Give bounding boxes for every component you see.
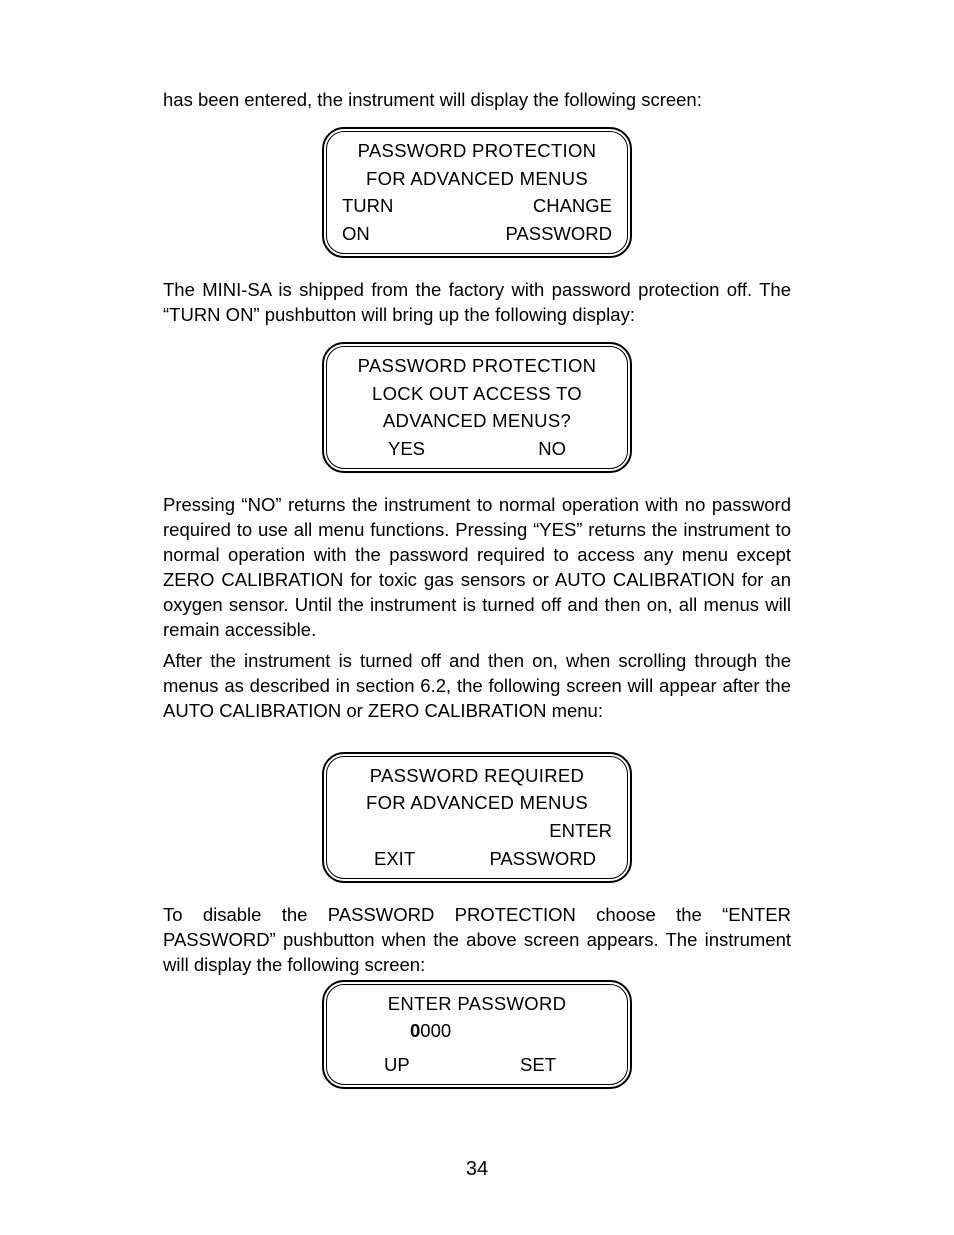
screen-line: ADVANCED MENUS? (338, 407, 616, 435)
screen-left: EXIT (374, 845, 415, 873)
screen-line: LOCK OUT ACCESS TO (338, 380, 616, 408)
paragraph: The MINI-SA is shipped from the factory … (163, 278, 791, 328)
screen-left: ON (342, 220, 370, 248)
page: has been entered, the instrument will di… (0, 0, 954, 1235)
intro-paragraph: has been entered, the instrument will di… (163, 88, 791, 113)
screen-row: UP SET (338, 1051, 616, 1079)
screen-right: NO (538, 435, 566, 463)
screen-password-required: PASSWORD REQUIRED FOR ADVANCED MENUS ENT… (322, 752, 632, 883)
screen-row: TURN CHANGE (338, 192, 616, 220)
screen-right: PASSWORD (489, 845, 596, 873)
password-digits: 0000 (338, 1017, 616, 1045)
paragraph: After the instrument is turned off and t… (163, 649, 791, 724)
password-digit-active: 0 (410, 1020, 420, 1041)
screen-right: SET (520, 1051, 556, 1079)
password-digits-rest: 000 (420, 1020, 451, 1041)
screen-row: YES NO (338, 435, 616, 463)
screen-left: UP (384, 1051, 410, 1079)
screen-lockout-prompt: PASSWORD PROTECTION LOCK OUT ACCESS TO A… (322, 342, 632, 473)
screen-right: CHANGE (533, 192, 612, 220)
screen-line: PASSWORD PROTECTION (338, 137, 616, 165)
screen-row: ENTER (338, 817, 616, 845)
screen-left: TURN (342, 192, 393, 220)
screen-line: PASSWORD REQUIRED (338, 762, 616, 790)
screen-row: EXIT PASSWORD (338, 845, 616, 873)
screen-right: ENTER (549, 817, 612, 845)
paragraph: Pressing “NO” returns the instrument to … (163, 493, 791, 643)
screen-line: FOR ADVANCED MENUS (338, 789, 616, 817)
screen-line: PASSWORD PROTECTION (338, 352, 616, 380)
screen-line: FOR ADVANCED MENUS (338, 165, 616, 193)
screen-left: YES (388, 435, 425, 463)
screen-password-protection: PASSWORD PROTECTION FOR ADVANCED MENUS T… (322, 127, 632, 258)
page-number: 34 (0, 1158, 954, 1181)
screen-row: ON PASSWORD (338, 220, 616, 248)
screen-enter-password: ENTER PASSWORD 0000 UP SET (322, 980, 632, 1089)
paragraph: To disable the PASSWORD PROTECTION choos… (163, 903, 791, 978)
screen-line: ENTER PASSWORD (338, 990, 616, 1018)
screen-right: PASSWORD (505, 220, 612, 248)
